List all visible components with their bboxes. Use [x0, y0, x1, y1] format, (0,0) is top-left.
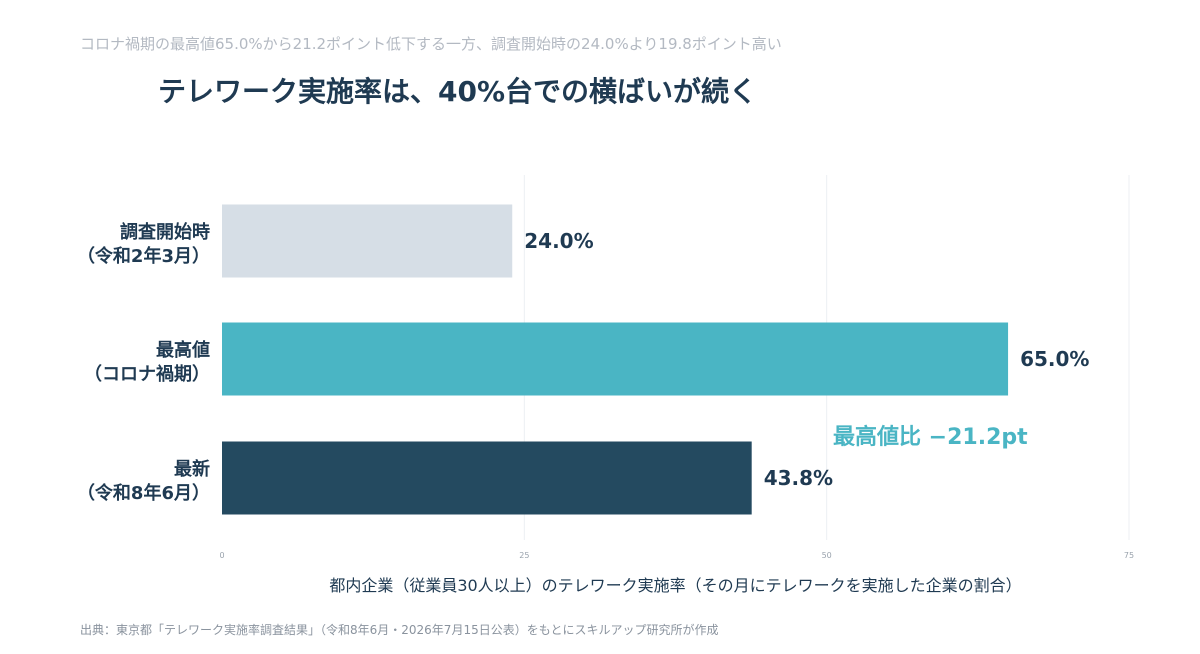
y-tick-label: （コロナ禍期） [84, 363, 210, 385]
chart-title: テレワーク実施率は、40%台での横ばいが続く [158, 75, 758, 108]
data-label: 24.0% [524, 229, 593, 253]
bar [222, 441, 752, 515]
y-tick-label: 調査開始時 [120, 221, 210, 243]
data-label: 65.0% [1020, 347, 1089, 371]
chart-subtitle: コロナ禍期の最高値65.0%から21.2ポイント低下する一方、調査開始時の24.… [80, 35, 782, 53]
x-tick-label: 25 [519, 551, 529, 560]
x-tick-label: 50 [822, 551, 832, 560]
x-axis-label: 都内企業（従業員30人以上）のテレワーク実施率（その月にテレワークを実施した企業… [329, 576, 1022, 595]
x-tick-label: 75 [1124, 551, 1134, 560]
y-tick-label: 最高値 [156, 339, 210, 361]
y-tick-label: （令和2年3月） [77, 245, 210, 267]
x-tick-label: 0 [219, 551, 224, 560]
y-tick-label: （令和8年6月） [77, 482, 210, 504]
data-label: 43.8% [764, 466, 833, 490]
y-tick-label: 最新 [174, 458, 210, 480]
bar [222, 322, 1009, 396]
source-note: 出典：東京都「テレワーク実施率調査結果」（令和8年6月・2026年7月15日公表… [80, 623, 719, 637]
bar [222, 204, 513, 278]
annotation-label: 最高値比 −21.2pt [833, 424, 1028, 450]
